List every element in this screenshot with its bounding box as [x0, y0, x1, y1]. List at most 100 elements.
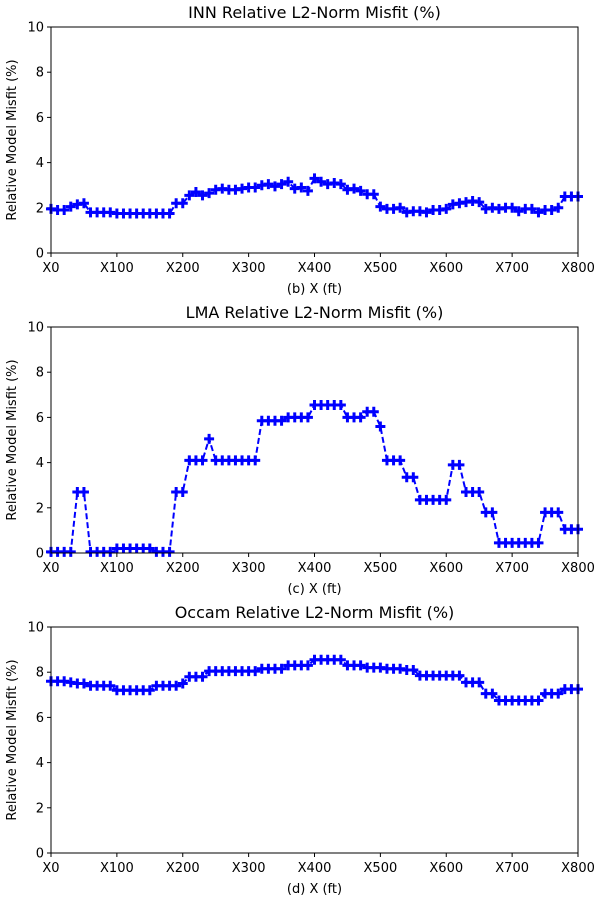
series-line: [51, 403, 578, 553]
chart-panel-3: Occam Relative L2-Norm Misfit (%) X0 X100 X…: [5, 603, 595, 897]
data-point: [454, 459, 465, 470]
y-tick-label: 8: [36, 666, 44, 681]
data-point: [250, 666, 261, 677]
data-point: [78, 486, 89, 497]
data-point: [177, 198, 188, 209]
x-tick-label: X200: [166, 861, 200, 876]
data-point: [105, 680, 116, 691]
plot-frame: [50, 26, 579, 254]
data-point: [65, 201, 76, 212]
data-point: [276, 179, 287, 190]
data-point: [164, 208, 175, 219]
x-tick-label: X0: [42, 561, 59, 576]
x-tick-label: X400: [298, 261, 332, 276]
x-tick-label: X300: [232, 261, 266, 276]
y-tick-label: 4: [36, 456, 44, 471]
data-point: [441, 494, 452, 505]
data-point: [204, 188, 215, 199]
data-point: [375, 421, 386, 432]
data-point: [474, 486, 485, 497]
data-point: [454, 670, 465, 681]
data-point: [59, 205, 70, 216]
data-point: [408, 664, 419, 675]
data-point: [190, 186, 201, 197]
x-tick-label: X600: [429, 261, 463, 276]
x-tick-label: X800: [561, 261, 595, 276]
y-tick-label: 4: [36, 756, 44, 771]
chart-title: LMA Relative L2-Norm Misfit (%): [186, 303, 444, 322]
x-tick-label: X600: [429, 861, 463, 876]
y-tick-label: 2: [36, 201, 44, 216]
data-point: [355, 185, 366, 196]
x-tick-label: X700: [495, 261, 529, 276]
x-tick-label: X300: [232, 561, 266, 576]
data-point: [283, 176, 294, 187]
x-tick-label: X800: [561, 561, 595, 576]
x-tick-label: X200: [166, 561, 200, 576]
data-point: [302, 185, 313, 196]
y-tick-label: 2: [36, 501, 44, 516]
data-point: [474, 197, 485, 208]
data-point: [276, 663, 287, 674]
data-point: [263, 179, 274, 190]
data-point: [421, 207, 432, 218]
data-point: [408, 472, 419, 483]
y-tick-label: 8: [36, 66, 44, 81]
x-tick-label: X800: [561, 861, 595, 876]
x-tick-label: X600: [429, 561, 463, 576]
data-point: [507, 202, 518, 213]
data-point: [368, 406, 379, 417]
y-tick-label: 0: [36, 247, 44, 262]
data-point: [296, 182, 307, 193]
x-tick-label: X500: [364, 861, 398, 876]
data-point: [487, 688, 498, 699]
data-point: [349, 183, 360, 194]
y-tick-label: 6: [36, 711, 44, 726]
chart-title: Occam Relative L2-Norm Misfit (%): [175, 603, 455, 622]
data-point: [395, 455, 406, 466]
y-tick-label: 10: [27, 21, 44, 36]
data-point: [513, 206, 524, 217]
x-tick-label: X500: [364, 561, 398, 576]
data-point: [197, 455, 208, 466]
x-tick-label: X0: [42, 261, 59, 276]
chart-panel-2: LMA Relative L2-Norm Misfit (%) X0 X100 X20…: [5, 303, 595, 597]
data-point: [302, 660, 313, 671]
y-tick-label: 8: [36, 366, 44, 381]
x-tick-label: X400: [298, 561, 332, 576]
data-point: [533, 537, 544, 548]
y-tick-label: 0: [36, 547, 44, 562]
data-point: [355, 660, 366, 671]
y-axis-label: Relative Model Misfit (%): [5, 659, 20, 820]
data-point: [78, 198, 89, 209]
data-point: [553, 202, 564, 213]
data-point: [144, 543, 155, 554]
data-point: [368, 189, 379, 200]
data-point: [335, 399, 346, 410]
data-point: [441, 203, 452, 214]
x-axis-label: (b) X (ft): [287, 282, 342, 297]
y-tick-label: 0: [36, 847, 44, 862]
x-tick-label: X100: [100, 261, 134, 276]
data-point: [553, 688, 564, 699]
data-point: [533, 695, 544, 706]
x-tick-label: X700: [495, 861, 529, 876]
data-point: [250, 182, 261, 193]
x-tick-label: X300: [232, 861, 266, 876]
data-point: [164, 546, 175, 557]
data-point: [78, 678, 89, 689]
data-point: [144, 685, 155, 696]
x-axis-label: (c) X (ft): [287, 582, 341, 597]
x-axis-label: (d) X (ft): [287, 882, 342, 897]
y-tick-label: 10: [27, 321, 44, 336]
data-point: [250, 455, 261, 466]
data-point: [105, 546, 116, 557]
data-point: [355, 412, 366, 423]
x-tick-label: X0: [42, 861, 59, 876]
y-tick-label: 6: [36, 411, 44, 426]
data-point: [395, 202, 406, 213]
data-point: [302, 412, 313, 423]
x-tick-label: X500: [364, 261, 398, 276]
data-point: [553, 507, 564, 518]
